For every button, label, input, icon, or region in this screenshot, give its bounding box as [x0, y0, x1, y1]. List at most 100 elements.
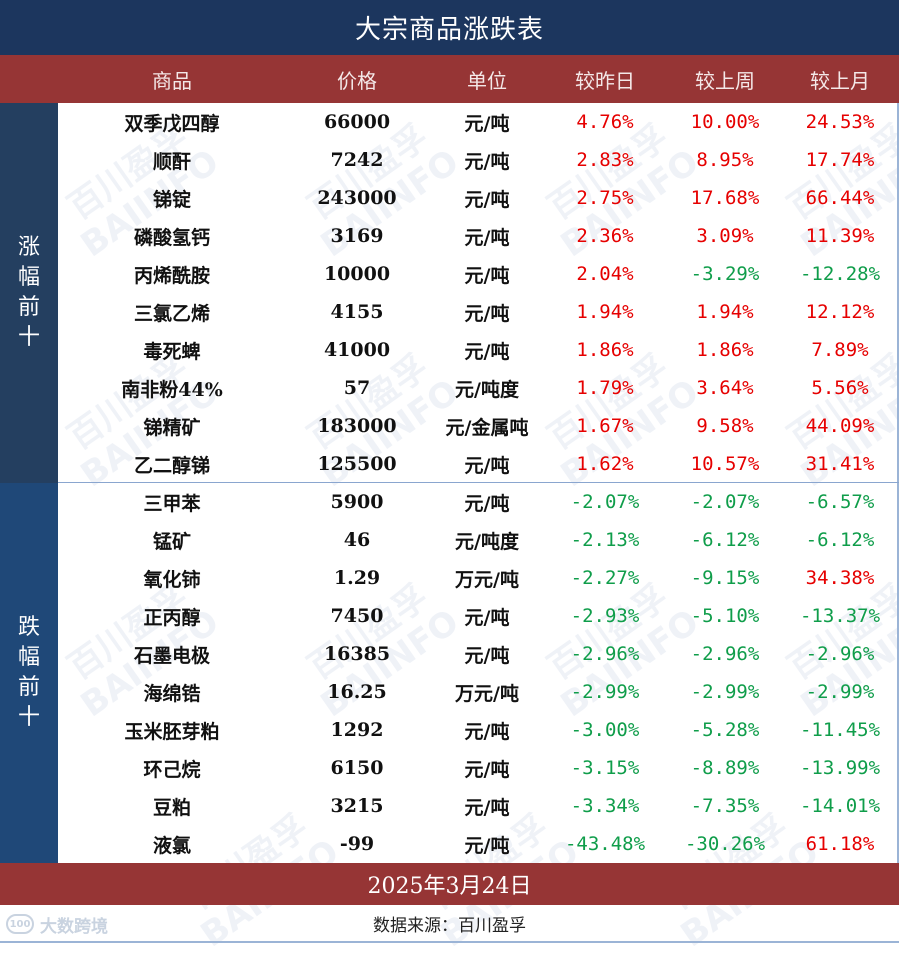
table-row: 三甲苯 5900 元/吨 -2.07% -2.07% -6.57% — [0, 483, 899, 521]
header-name: 商品 — [152, 68, 192, 93]
cell-unit: 元/吨 — [464, 720, 510, 743]
cell-vs-yesterday: 1.67% — [576, 415, 634, 437]
cell-vs-yesterday: -2.99% — [570, 681, 640, 703]
cell-unit: 元/吨 — [464, 492, 510, 515]
logo-mark-icon: 100 — [6, 914, 34, 934]
header-vs-last-week: 较上周 — [695, 68, 755, 93]
cell-vs-last-week: -3.29% — [690, 263, 760, 285]
cell-vs-yesterday: 1.94% — [576, 301, 634, 323]
cell-vs-last-month: 11.39% — [805, 225, 875, 247]
cell-vs-last-week: -7.35% — [690, 795, 760, 817]
cell-price: 66000 — [323, 111, 391, 133]
page-title-text: 大宗商品涨跌表 — [354, 15, 544, 45]
cell-vs-last-month: -14.01% — [799, 795, 881, 817]
cell-name: 豆粕 — [152, 796, 191, 819]
cell-vs-last-month: -13.99% — [799, 757, 881, 779]
cell-vs-yesterday: -3.00% — [570, 719, 640, 741]
cell-vs-last-week: -6.12% — [690, 529, 760, 551]
table-row: 玉米胚芽粕 1292 元/吨 -3.00% -5.28% -11.45% — [0, 711, 899, 749]
cell-vs-last-week: 10.57% — [690, 453, 760, 475]
table-row: 锑锭 243000 元/吨 2.75% 17.68% 66.44% — [0, 179, 899, 217]
cell-unit: 元/吨 — [464, 150, 510, 173]
cell-vs-last-month: 66.44% — [805, 187, 875, 209]
cell-name: 锑精矿 — [143, 416, 201, 439]
cell-vs-last-month: -6.57% — [805, 491, 875, 513]
cell-vs-last-week: -8.89% — [690, 757, 760, 779]
data-source: 数据来源：百川盈孚 — [0, 905, 899, 943]
cell-vs-yesterday: 1.79% — [576, 377, 634, 399]
cell-price: 3169 — [330, 225, 384, 247]
cell-vs-last-week: -5.10% — [690, 605, 760, 627]
report-date: 2025年3月24日 — [0, 863, 899, 905]
table-row: 南非粉44% 57 元/吨度 1.79% 3.64% 5.56% — [0, 369, 899, 407]
cell-vs-last-month: -13.37% — [799, 605, 881, 627]
cell-vs-last-month: 12.12% — [805, 301, 875, 323]
cell-vs-yesterday: -43.48% — [564, 833, 646, 855]
table-row: 乙二醇锑 125500 元/吨 1.62% 10.57% 31.41% — [0, 445, 899, 483]
cell-vs-yesterday: -2.96% — [570, 643, 640, 665]
cell-price: 6150 — [330, 757, 384, 779]
cell-vs-last-week: -9.15% — [690, 567, 760, 589]
cell-vs-last-week: 10.00% — [690, 111, 760, 133]
header-vs-yesterday: 较昨日 — [575, 68, 635, 93]
cell-vs-last-month: -12.28% — [799, 263, 881, 285]
group-label-char: 前 — [17, 675, 40, 700]
table-body: 双季戊四醇 66000 元/吨 4.76% 10.00% 24.53% 顺酐 7242 元/吨 2… — [58, 103, 899, 863]
table-row: 豆粕 3215 元/吨 -3.34% -7.35% -14.01% — [0, 787, 899, 825]
cell-vs-last-week: 9.58% — [696, 415, 754, 437]
cell-vs-last-week: -2.99% — [690, 681, 760, 703]
cell-unit: 元/吨 — [464, 188, 510, 211]
cell-name: 三甲苯 — [143, 492, 201, 515]
cell-name: 石墨电极 — [133, 644, 210, 667]
cell-vs-last-week: -5.28% — [690, 719, 760, 741]
cell-price: 16385 — [323, 643, 391, 665]
cell-price: 57 — [343, 377, 371, 399]
cell-vs-yesterday: 1.62% — [576, 453, 634, 475]
cell-vs-last-week: 3.64% — [696, 377, 754, 399]
table-row: 液氯 -99 元/吨 -43.48% -30.26% 61.18% — [0, 825, 899, 863]
table-row: 双季戊四醇 66000 元/吨 4.76% 10.00% 24.53% — [0, 103, 899, 141]
cell-vs-last-month: 44.09% — [805, 415, 875, 437]
cell-name: 乙二醇锑 — [133, 454, 210, 477]
cell-name: 丙烯酰胺 — [133, 264, 210, 287]
cell-unit: 元/吨 — [464, 340, 510, 363]
cell-unit: 元/吨 — [464, 112, 510, 135]
cell-vs-yesterday: -2.27% — [570, 567, 640, 589]
cell-price: 10000 — [323, 263, 391, 285]
cell-name: 顺酐 — [152, 150, 191, 173]
cell-name: 海绵锆 — [143, 682, 201, 705]
cell-vs-last-month: 17.74% — [805, 149, 875, 171]
cell-vs-yesterday: 1.86% — [576, 339, 634, 361]
cell-name: 南非粉44% — [121, 378, 223, 401]
cell-vs-last-month: 5.56% — [811, 377, 869, 399]
cell-price: 16.25 — [327, 681, 387, 703]
cell-vs-last-month: 34.38% — [805, 567, 875, 589]
cell-vs-last-month: -2.96% — [805, 643, 875, 665]
cell-vs-last-week: -2.07% — [690, 491, 760, 513]
cell-unit: 万元/吨 — [455, 568, 519, 591]
cell-unit: 元/吨度 — [455, 530, 519, 553]
table-row: 石墨电极 16385 元/吨 -2.96% -2.96% -2.96% — [0, 635, 899, 673]
cell-price: 1.29 — [333, 567, 381, 589]
group-label-top-losers: 跌 幅 前 十 — [0, 483, 58, 863]
cell-price: 243000 — [317, 187, 397, 209]
cell-vs-yesterday: -3.15% — [570, 757, 640, 779]
cell-vs-yesterday: 2.36% — [576, 225, 634, 247]
cell-price: 5900 — [330, 491, 384, 513]
cell-unit: 元/吨 — [464, 302, 510, 325]
cell-price: 125500 — [317, 453, 397, 475]
page-title: 大宗商品涨跌表 — [0, 0, 899, 55]
group-label-char: 跌 — [17, 615, 40, 640]
cell-name: 毒死蜱 — [143, 340, 201, 363]
cell-vs-last-week: 8.95% — [696, 149, 754, 171]
table-row: 正丙醇 7450 元/吨 -2.93% -5.10% -13.37% — [0, 597, 899, 635]
table-row: 毒死蜱 41000 元/吨 1.86% 1.86% 7.89% — [0, 331, 899, 369]
brand-logo: 100 大数跨境 — [6, 912, 108, 937]
header-price: 价格 — [337, 68, 377, 93]
cell-unit: 元/吨 — [464, 454, 510, 477]
cell-vs-last-week: 3.09% — [696, 225, 754, 247]
cell-vs-last-week: -30.26% — [684, 833, 766, 855]
table-row: 磷酸氢钙 3169 元/吨 2.36% 3.09% 11.39% — [0, 217, 899, 255]
cell-name: 三氯乙烯 — [133, 302, 210, 325]
cell-vs-last-week: 1.86% — [696, 339, 754, 361]
